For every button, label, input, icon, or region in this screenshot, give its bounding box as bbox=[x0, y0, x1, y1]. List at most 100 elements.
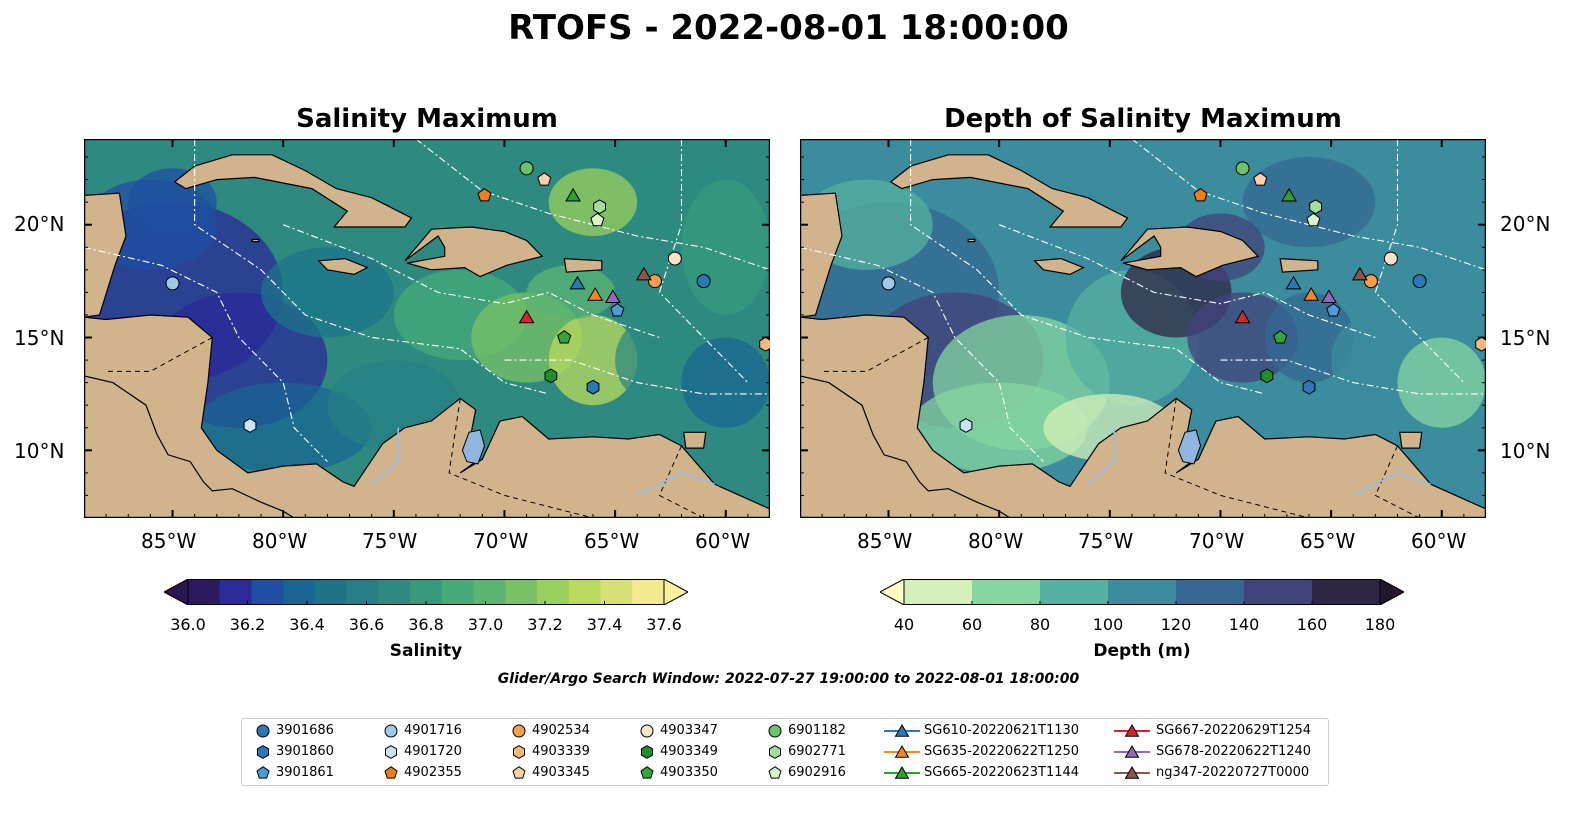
legend-label: 6902916 bbox=[788, 765, 846, 780]
panel-title-depth: Depth of Salinity Maximum bbox=[944, 104, 1342, 134]
river bbox=[1087, 427, 1116, 485]
map-field bbox=[84, 139, 770, 518]
eez-boundary bbox=[1220, 359, 1486, 395]
legend-marker bbox=[894, 745, 910, 758]
colorbar-tick-label: 36.8 bbox=[408, 615, 444, 634]
marker-4903345 bbox=[1253, 172, 1268, 186]
marker-4901716 bbox=[165, 276, 180, 291]
lon-tick-label: 75°W bbox=[362, 529, 418, 553]
lon-tick-label: 60°W bbox=[695, 529, 751, 553]
legend-label: 4903339 bbox=[532, 744, 590, 759]
colorbar-tick-label: 180 bbox=[1364, 615, 1396, 634]
eez-boundary bbox=[194, 139, 549, 395]
trinidad-land bbox=[683, 431, 707, 449]
colorbar-tick-label: 36.6 bbox=[348, 615, 385, 634]
marker-4902355 bbox=[1193, 187, 1208, 202]
country-border bbox=[106, 337, 213, 372]
trinidad-land bbox=[1399, 431, 1423, 449]
eez-boundary bbox=[999, 224, 1376, 339]
eez-boundary bbox=[910, 139, 1265, 395]
marker-SG610-20220621T1130 bbox=[1285, 275, 1302, 290]
eez-boundary bbox=[800, 246, 1044, 462]
marker-SG665-20220623T1144 bbox=[1281, 187, 1297, 202]
colorbar-tick-label: 80 bbox=[1029, 615, 1051, 634]
colorbar-extend-low bbox=[880, 579, 905, 605]
legend-swatch bbox=[768, 766, 782, 779]
legend-label: 4901720 bbox=[404, 744, 462, 759]
legend-item: SG667-20220629T1254 bbox=[1114, 721, 1344, 741]
legend-label: SG667-20220629T1254 bbox=[1156, 723, 1312, 738]
legend-item: SG665-20220623T1144 bbox=[884, 763, 1114, 783]
lat-tick-label-right-15: 15°N bbox=[1500, 326, 1551, 350]
legend-label: 4903350 bbox=[660, 765, 718, 780]
legend-item: 6902771 bbox=[766, 742, 886, 762]
colorbar-tick-label: 37.6 bbox=[646, 615, 682, 634]
legend-item: 4902355 bbox=[382, 763, 502, 783]
legend-swatch bbox=[1114, 766, 1150, 779]
legend-item: 6901182 bbox=[766, 721, 886, 741]
cayman-land bbox=[251, 238, 260, 243]
field-patch bbox=[1397, 337, 1486, 428]
legend-label: 4902355 bbox=[404, 765, 462, 780]
marker-ng347-20220727T0000 bbox=[1351, 266, 1368, 281]
marker-SG678-20220622T1240 bbox=[604, 289, 621, 303]
colorbar-tick-label: 36.0 bbox=[170, 615, 206, 634]
legend-item: 4903349 bbox=[638, 742, 758, 762]
marker-3901861 bbox=[610, 302, 625, 317]
country-border bbox=[1374, 445, 1420, 518]
legend-marker bbox=[769, 745, 781, 759]
colorbar-frame bbox=[903, 579, 1381, 605]
lon-tick-label: 60°W bbox=[1411, 529, 1467, 553]
marker-6902771 bbox=[1309, 199, 1322, 215]
legend-swatch bbox=[884, 745, 920, 758]
colorbar-tick-label: 160 bbox=[1296, 615, 1328, 634]
colorbar-level bbox=[410, 579, 443, 605]
legend-marker bbox=[384, 766, 398, 779]
colorbar-tick-label: 37.4 bbox=[586, 615, 623, 634]
legend-marker bbox=[512, 724, 526, 738]
lake-maracaibo bbox=[1177, 429, 1202, 465]
marker-SG610-20220621T1130 bbox=[569, 275, 586, 290]
legend-item: 6902916 bbox=[766, 763, 886, 783]
legend-marker bbox=[385, 745, 397, 759]
colorbar-level bbox=[600, 579, 633, 605]
marker-3901686 bbox=[1412, 274, 1427, 289]
legend-marker bbox=[768, 766, 782, 779]
lon-tick-label: 65°W bbox=[584, 529, 640, 553]
salinity-depth-map bbox=[800, 139, 1486, 518]
map-field bbox=[800, 139, 1486, 518]
marker-SG635-20220622T1250 bbox=[1303, 287, 1320, 301]
country-border bbox=[658, 445, 704, 518]
depth-colorbar-label: Depth (m) bbox=[1093, 641, 1191, 661]
eez-boundary bbox=[658, 139, 749, 383]
legend-marker bbox=[640, 724, 654, 738]
marker-4902355 bbox=[477, 187, 492, 202]
legend-swatch bbox=[1114, 745, 1150, 758]
lat-tick-label-left-10: 10°N bbox=[14, 439, 65, 463]
cayman-land bbox=[967, 238, 976, 243]
field-patch bbox=[548, 168, 638, 237]
legend-marker bbox=[256, 766, 270, 779]
marker-4901720 bbox=[243, 418, 257, 433]
legend-label: 4903347 bbox=[660, 723, 718, 738]
colorbar-level bbox=[283, 579, 316, 605]
legend-marker bbox=[640, 766, 654, 779]
country-border bbox=[1164, 398, 1310, 518]
legend-swatch bbox=[769, 745, 781, 759]
legend-marker bbox=[513, 745, 525, 759]
marker-6902916 bbox=[590, 212, 605, 227]
marker-3901861 bbox=[1326, 302, 1341, 317]
colorbar-tick-label: 37.0 bbox=[467, 615, 504, 634]
map-frame bbox=[800, 139, 1486, 518]
legend-marker bbox=[641, 745, 653, 759]
legend-swatch bbox=[257, 745, 269, 759]
marker-3901860 bbox=[1302, 379, 1316, 395]
legend-marker bbox=[512, 766, 526, 779]
salinity-colorbar-label: Salinity bbox=[389, 641, 463, 661]
colorbar-extend-high bbox=[1379, 579, 1404, 605]
salinity-maximum-map bbox=[84, 139, 770, 518]
legend-swatch bbox=[884, 766, 920, 779]
jamaica-land bbox=[1033, 257, 1085, 276]
legend-label: 6902771 bbox=[788, 744, 846, 759]
marker-SG635-20220622T1250 bbox=[587, 287, 604, 301]
